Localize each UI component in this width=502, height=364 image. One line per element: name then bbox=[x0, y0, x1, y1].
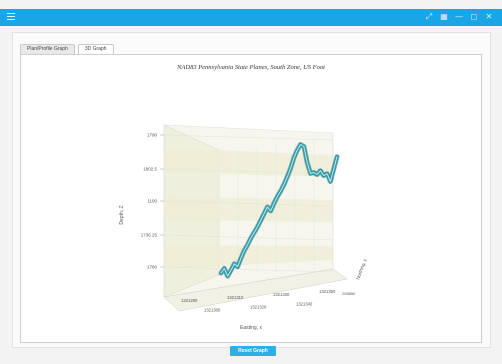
series-line-highlight bbox=[220, 144, 338, 277]
menu-icon[interactable] bbox=[7, 13, 15, 21]
x-tick-label: 1321350 bbox=[319, 289, 336, 294]
grid-lines bbox=[163, 134, 334, 275]
x-axis-label: Easting, x bbox=[240, 325, 262, 331]
minimize-icon[interactable]: — bbox=[455, 12, 463, 21]
y-axis-ticks: 1790 1802.5 1100 1736.25 1780 bbox=[141, 133, 164, 270]
window-titlebar: ⤢ ▦ — ◻ ✕ bbox=[0, 9, 502, 26]
floor bbox=[163, 268, 348, 312]
tab-3d-graph[interactable]: 3D Graph bbox=[77, 44, 114, 54]
y-axis-label: Depth, Z bbox=[119, 205, 125, 224]
maximize-icon[interactable]: ◻ bbox=[470, 12, 478, 21]
tab-plan-profile-graph[interactable]: Plan/Profile Graph bbox=[20, 44, 75, 54]
graph-panel: NAD83 Pennsylvania State Planes, South Z… bbox=[20, 54, 482, 343]
chart-title: NAD83 Pennsylvania State Planes, South Z… bbox=[177, 64, 325, 71]
reset-graph-button[interactable]: Reset Graph bbox=[230, 346, 276, 356]
z-tick-label: 205850 bbox=[342, 291, 356, 296]
y-tick-label: 1100 bbox=[147, 199, 157, 204]
series-path bbox=[218, 142, 340, 279]
arrow-expand-icon[interactable]: ⤢ bbox=[425, 12, 433, 21]
wall-band bbox=[164, 196, 333, 222]
window-controls: ⤢ ▦ — ◻ ✕ bbox=[424, 11, 494, 23]
x-tick-label: 1321300 bbox=[204, 308, 221, 313]
y-tick-label: 1802.5 bbox=[143, 167, 157, 172]
grid-icon[interactable]: ▦ bbox=[440, 12, 448, 21]
y-tick-label: 1780 bbox=[147, 265, 158, 270]
y-tick-label: 1790 bbox=[147, 133, 158, 138]
grid-line bbox=[163, 266, 334, 273]
x-tick-label: 1321280 bbox=[181, 298, 198, 303]
x-tick-label: 1321310 bbox=[227, 295, 244, 300]
wall-band bbox=[164, 245, 333, 269]
z-axis-label: Northing, y bbox=[355, 257, 367, 280]
y-tick-label: 1736.25 bbox=[141, 233, 158, 238]
x-axis-ticks: 1321280 1321300 1321310 1321320 1321330 13213… bbox=[181, 289, 336, 313]
grid-line bbox=[163, 134, 334, 141]
x-tick-label: 1321340 bbox=[296, 302, 313, 307]
chart-3d-plot[interactable]: 1790 1802.5 1100 1736.25 1780 1321280 1321300… bbox=[21, 55, 481, 342]
x-tick-label: 1321320 bbox=[250, 305, 267, 310]
x-tick-label: 1321330 bbox=[273, 292, 290, 297]
graph-tabs: Plan/Profile Graph 3D Graph bbox=[20, 44, 114, 54]
close-icon[interactable]: ✕ bbox=[485, 12, 493, 21]
grid-line bbox=[163, 200, 334, 207]
grid-line bbox=[163, 168, 334, 175]
